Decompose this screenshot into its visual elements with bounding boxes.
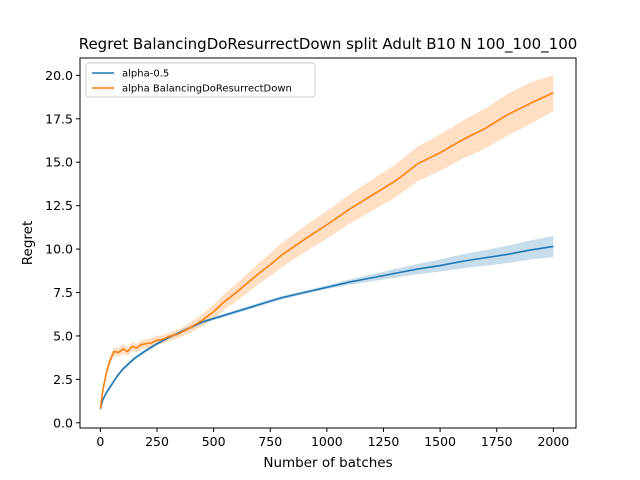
legend: alpha-0.5 alpha BalancingDoResurrectDown bbox=[85, 62, 316, 98]
x-tick-label: 750 bbox=[258, 434, 282, 449]
y-tick-label: 10.0 bbox=[45, 242, 73, 257]
series-lines bbox=[99, 92, 554, 410]
y-tick-label: 0.0 bbox=[53, 415, 73, 430]
y-tick-label: 2.5 bbox=[53, 372, 73, 387]
x-tick-label: 1000 bbox=[311, 434, 343, 449]
chart-title: Regret BalancingDoResurrectDown split Ad… bbox=[79, 35, 578, 54]
y-tick-label: 5.0 bbox=[53, 328, 73, 343]
axes-frame bbox=[79, 57, 577, 429]
series-1-band bbox=[100, 75, 554, 411]
x-tick-label: 250 bbox=[145, 434, 169, 449]
x-axis-ticks: 0 250 500 750 1000 1250 1500 1750 2000 bbox=[96, 428, 569, 449]
x-tick-label: 500 bbox=[202, 434, 226, 449]
y-tick-label: 17.5 bbox=[45, 111, 73, 126]
y-axis-ticks: 0.0 2.5 5.0 7.5 10.0 12.5 15.0 17.5 20.0 bbox=[45, 68, 80, 430]
x-tick-label: 1750 bbox=[481, 434, 513, 449]
y-tick-label: 7.5 bbox=[53, 285, 73, 300]
y-tick-label: 20.0 bbox=[45, 68, 73, 83]
legend-box bbox=[85, 62, 316, 98]
y-tick-label: 15.0 bbox=[45, 155, 73, 170]
series-0-line bbox=[99, 245, 554, 410]
x-tick-label: 0 bbox=[96, 434, 104, 449]
y-axis-title: Regret bbox=[20, 221, 36, 266]
legend-label-alpha-0-5: alpha-0.5 bbox=[122, 69, 169, 80]
x-tick-label: 2000 bbox=[537, 434, 569, 449]
x-tick-label: 1250 bbox=[368, 434, 400, 449]
y-tick-label: 12.5 bbox=[45, 198, 73, 213]
series-1-line bbox=[99, 92, 554, 409]
plot-area: 0 250 500 750 1000 1250 1500 1750 2000 0.0 2.5 5.0… bbox=[45, 57, 577, 449]
x-tick-label: 1500 bbox=[424, 434, 456, 449]
legend-label-alpha-balancing: alpha BalancingDoResurrectDown bbox=[122, 84, 292, 95]
x-axis-title: Number of batches bbox=[263, 455, 392, 471]
